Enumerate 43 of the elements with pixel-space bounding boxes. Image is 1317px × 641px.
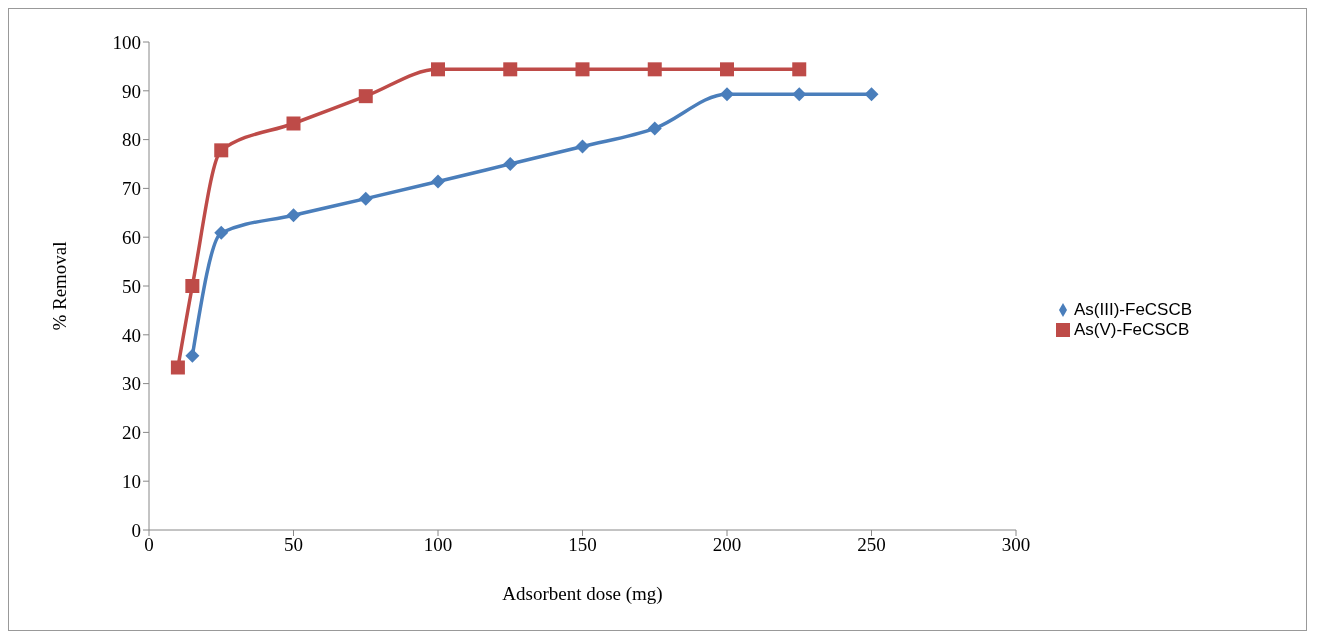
y-tick-label: 90 bbox=[122, 80, 141, 102]
x-tick-label: 300 bbox=[1001, 534, 1031, 556]
point bbox=[792, 62, 807, 77]
point bbox=[185, 279, 200, 293]
point bbox=[864, 87, 879, 102]
y-tick-label: 30 bbox=[122, 373, 141, 395]
y-tick-label: 50 bbox=[122, 275, 141, 297]
point bbox=[214, 225, 229, 240]
point bbox=[647, 62, 662, 77]
point bbox=[503, 62, 518, 77]
point bbox=[170, 360, 185, 375]
point bbox=[575, 62, 590, 77]
point bbox=[647, 121, 662, 136]
y-tick-label: 10 bbox=[122, 470, 141, 492]
y-axis-title: % Removal bbox=[48, 241, 70, 331]
point bbox=[358, 89, 373, 104]
y-tick-label: 0 bbox=[131, 519, 141, 541]
point bbox=[358, 191, 373, 206]
legend-label: As(V)-FeCSCB bbox=[1074, 319, 1190, 339]
x-tick-label: 100 bbox=[423, 534, 453, 556]
legend-label: As(III)-FeCSCB bbox=[1074, 299, 1193, 319]
y-tick-label: 60 bbox=[122, 226, 141, 248]
point bbox=[286, 208, 301, 223]
point bbox=[431, 174, 445, 189]
x-axis-title: Adsorbent dose (mg) bbox=[502, 583, 663, 605]
point bbox=[185, 348, 200, 363]
y-tick-label: 70 bbox=[122, 178, 141, 200]
y-tick-label: 80 bbox=[122, 129, 141, 151]
point bbox=[214, 143, 229, 158]
y-tick-label: 100 bbox=[112, 31, 141, 53]
x-tick-label: 50 bbox=[284, 534, 303, 556]
y-tick-label: 40 bbox=[122, 324, 141, 346]
x-tick-label: 250 bbox=[857, 534, 886, 556]
y-tick-label: 20 bbox=[122, 422, 141, 444]
point bbox=[792, 87, 807, 102]
x-tick-label: 200 bbox=[712, 534, 742, 556]
point bbox=[286, 116, 301, 131]
point bbox=[431, 62, 445, 77]
x-tick-label: 150 bbox=[568, 534, 597, 556]
point bbox=[720, 87, 734, 102]
point bbox=[575, 139, 590, 154]
point bbox=[503, 157, 518, 171]
point bbox=[720, 62, 734, 77]
